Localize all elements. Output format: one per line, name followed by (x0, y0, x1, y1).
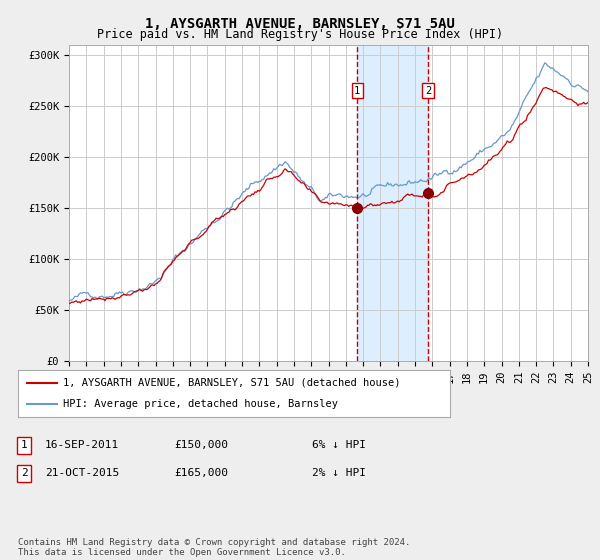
Text: 16-SEP-2011: 16-SEP-2011 (45, 440, 119, 450)
Text: Price paid vs. HM Land Registry's House Price Index (HPI): Price paid vs. HM Land Registry's House … (97, 28, 503, 41)
Text: Contains HM Land Registry data © Crown copyright and database right 2024.
This d: Contains HM Land Registry data © Crown c… (18, 538, 410, 557)
Text: 6% ↓ HPI: 6% ↓ HPI (312, 440, 366, 450)
Text: £150,000: £150,000 (174, 440, 228, 450)
Text: 2: 2 (20, 468, 28, 478)
Text: 1, AYSGARTH AVENUE, BARNSLEY, S71 5AU: 1, AYSGARTH AVENUE, BARNSLEY, S71 5AU (145, 17, 455, 31)
Text: 21-OCT-2015: 21-OCT-2015 (45, 468, 119, 478)
Text: £165,000: £165,000 (174, 468, 228, 478)
Text: 1: 1 (354, 86, 361, 96)
Text: 2: 2 (425, 86, 431, 96)
Text: 1: 1 (20, 440, 28, 450)
Bar (358, 45, 428, 361)
Text: 2% ↓ HPI: 2% ↓ HPI (312, 468, 366, 478)
Text: HPI: Average price, detached house, Barnsley: HPI: Average price, detached house, Barn… (64, 399, 338, 409)
Text: 1, AYSGARTH AVENUE, BARNSLEY, S71 5AU (detached house): 1, AYSGARTH AVENUE, BARNSLEY, S71 5AU (d… (64, 378, 401, 388)
